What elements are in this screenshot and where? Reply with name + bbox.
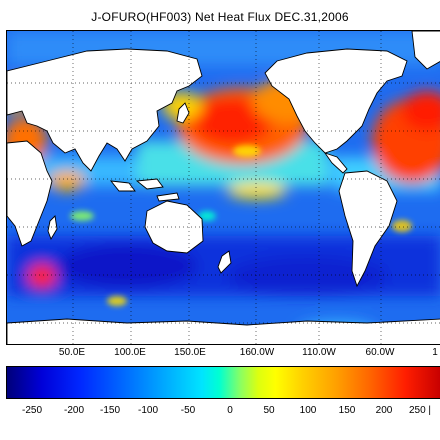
colorbar-tick: -150 (99, 405, 121, 416)
indonesia-islands (109, 178, 180, 202)
eurasia-landmass (7, 48, 203, 172)
colorbar (6, 366, 440, 399)
lon-label-160w: 160.0W (239, 347, 275, 358)
colorbar-tick: -250 (21, 405, 43, 416)
map-title: J-OFURO(HF003) Net Heat Flux DEC.31,2006 (91, 10, 349, 24)
lon-label-100e: 100.0E (114, 347, 146, 358)
heat-flux-map-canvas (7, 31, 440, 344)
heat-flux-map (6, 30, 440, 345)
lon-label-60w: 60.0W (365, 347, 395, 358)
colorbar-tick: 0 (227, 405, 233, 416)
greenland-landmass (411, 31, 440, 70)
japan-landmass (176, 102, 190, 124)
africa-landmass (7, 140, 53, 247)
madagascar-landmass (47, 215, 58, 241)
colorbar-tick: 250 | (408, 405, 432, 416)
colorbar-tick: -200 (63, 405, 85, 416)
lon-label-150e: 150.0E (174, 347, 206, 358)
colorbar-tick: -50 (180, 405, 196, 416)
land-masses (7, 31, 440, 344)
lat-lon-grid (7, 31, 440, 344)
central-america-landmass (323, 152, 348, 174)
antarctica-landmass (7, 318, 440, 344)
north-america-landmass (264, 48, 408, 154)
new-zealand-landmass (217, 250, 232, 274)
colorbar-tick: 200 (375, 405, 393, 416)
lon-label-partial: 1 (432, 347, 438, 358)
south-america-landmass (338, 170, 398, 288)
colorbar-tick: -100 (137, 405, 159, 416)
colorbar-tick: 150 (338, 405, 356, 416)
lon-label-110w: 110.0W (302, 347, 336, 358)
lon-label-50e: 50.0E (58, 347, 86, 358)
australia-landmass (144, 200, 204, 254)
colorbar-tick: 100 (299, 405, 317, 416)
colorbar-tick: 50 (263, 405, 275, 416)
